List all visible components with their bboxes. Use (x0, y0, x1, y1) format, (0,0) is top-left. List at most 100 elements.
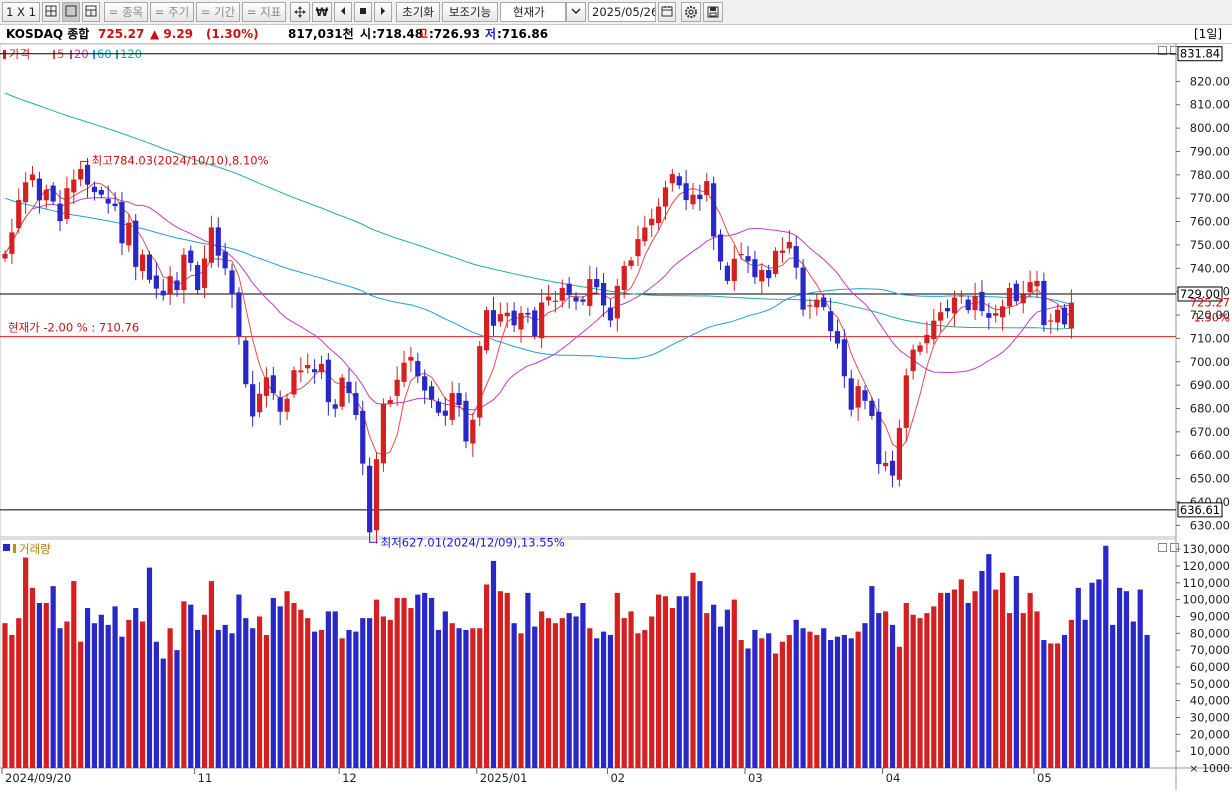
ma5-swatch (53, 50, 55, 59)
move-button[interactable] (290, 2, 310, 22)
volume-bar (697, 581, 703, 768)
candle-body (339, 377, 345, 407)
won-button[interactable]: ₩ (312, 2, 332, 22)
volume-bar (490, 560, 497, 768)
volume-bar (1006, 613, 1013, 768)
range-button[interactable]: = 기간 (196, 2, 240, 22)
candle-body (64, 188, 70, 220)
single-view-button[interactable] (62, 2, 80, 22)
reset-button[interactable]: 초기화 (396, 2, 440, 22)
volume-bar (188, 604, 194, 768)
volume-bar (463, 629, 469, 768)
volume-bar (539, 611, 545, 768)
candle-body (656, 206, 662, 223)
volume-bar (373, 599, 380, 768)
volume-bar (1041, 640, 1047, 768)
volume-bar (250, 628, 256, 768)
candle-body (435, 401, 442, 413)
candle-body (1048, 320, 1054, 322)
candle-body (305, 365, 311, 369)
candle-body (800, 267, 806, 310)
price-pane-minimize-button[interactable] (1158, 46, 1167, 55)
volume-bar (958, 579, 964, 768)
candle-body (621, 265, 627, 291)
volume-bar (353, 631, 359, 768)
candle-body (924, 334, 930, 344)
volume-pane-close-button[interactable] (1170, 543, 1179, 552)
calendar-button[interactable] (658, 2, 676, 22)
volume-bar (43, 602, 49, 768)
y-tick-label: 670.00 (1190, 425, 1230, 439)
volume-bar (704, 613, 710, 768)
candle-body (669, 174, 675, 184)
volume-bar (1110, 624, 1116, 768)
volume-bar (284, 591, 290, 768)
volume-bar (552, 623, 558, 768)
x-tick-label: 2025/01 (480, 771, 528, 785)
stop-button[interactable] (354, 2, 372, 22)
volume-bar (270, 597, 276, 768)
volume-bar (1027, 592, 1033, 768)
candle-body (511, 310, 517, 326)
candle-body (1041, 280, 1047, 326)
search-button[interactable]: = 종목 (104, 2, 148, 22)
volume-bar (1123, 591, 1130, 768)
volume-legend-label: 거래량 (19, 542, 51, 556)
volume-bar (2, 623, 8, 768)
candle-body (772, 250, 779, 274)
volume-bar (766, 633, 772, 768)
candle-body (958, 295, 964, 297)
date-input[interactable]: 2025/05/26 (588, 2, 656, 22)
candle-body (821, 297, 827, 308)
volume-bar (1082, 619, 1088, 768)
period-button[interactable]: = 주기 (150, 2, 194, 22)
prev-button[interactable] (334, 2, 352, 22)
candle-body (552, 300, 558, 302)
volume-bar (855, 631, 861, 768)
chart-area[interactable]: 가격 5 20 60 120 거래량 630.00 640.00 650.00 660… (0, 43, 1232, 790)
volume-bar (580, 602, 586, 768)
candle-body (71, 179, 77, 193)
volume-bar (263, 634, 270, 768)
candle-body (470, 419, 476, 444)
volume-legend: 거래량 (3, 542, 51, 556)
x-tick-label: 12 (342, 771, 357, 785)
ma20-line (4, 197, 1072, 411)
ma60-swatch (93, 50, 95, 59)
volume-tick-label: 70,000 (1190, 643, 1230, 657)
volume-bar (133, 608, 139, 768)
volume-bar (614, 592, 620, 768)
volume-bar (380, 616, 386, 768)
candle-body (883, 462, 889, 467)
candle-body (2, 253, 8, 259)
move-arrows-icon (294, 6, 306, 18)
candle-body (195, 265, 201, 291)
settings-button[interactable] (681, 2, 701, 22)
calendar-icon (661, 6, 673, 17)
volume-bar (105, 624, 111, 768)
volume-bar (993, 589, 999, 768)
volume-bar (312, 631, 318, 768)
y-tick-label: 690.00 (1190, 378, 1230, 392)
volume-bar (628, 611, 634, 768)
volume-bar (862, 623, 868, 768)
volume-bar (793, 619, 799, 768)
ma5-line (4, 182, 1072, 456)
save-chart-button[interactable] (703, 2, 723, 22)
y-tick-label: 820.00 (1190, 74, 1230, 88)
chart-canvas[interactable]: 가격 5 20 60 120 거래량 630.00640.00650.00660… (0, 43, 1232, 790)
next-button[interactable] (374, 2, 392, 22)
volume-pane-minimize-button[interactable] (1158, 543, 1167, 552)
volume-bar (979, 570, 985, 768)
price-type-dropdown-button[interactable] (566, 2, 586, 22)
split-view-button[interactable] (82, 2, 100, 22)
layout-button[interactable]: 1 X 1 (2, 2, 40, 22)
grid-toggle-button[interactable] (42, 2, 60, 22)
candle-body (731, 258, 737, 281)
indicator-button[interactable]: = 지표 (242, 2, 286, 22)
price-type-select[interactable]: 현재가 (500, 2, 566, 22)
volume-bar (36, 602, 42, 768)
candle-body (828, 311, 834, 332)
aux-function-button[interactable]: 보조기능 (442, 2, 498, 22)
candle-body (408, 356, 414, 361)
